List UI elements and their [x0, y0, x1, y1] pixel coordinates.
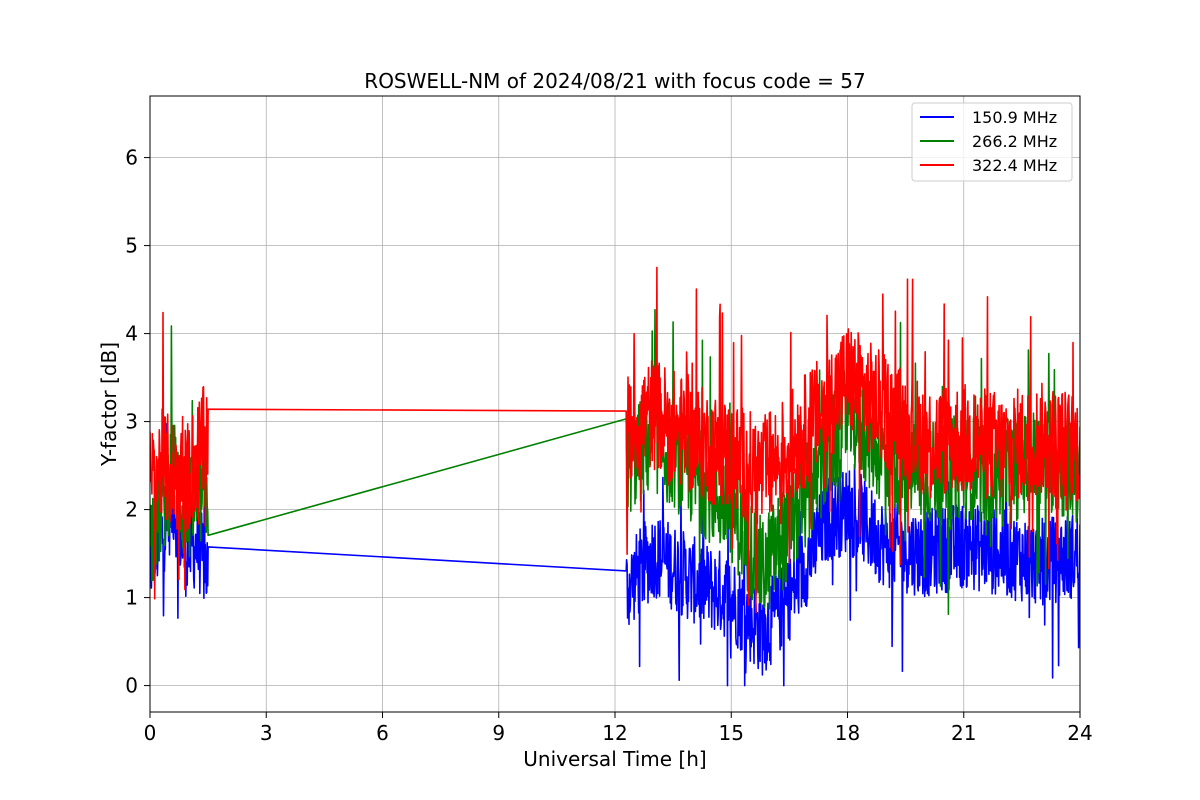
x-tick-label: 24	[1067, 721, 1092, 745]
series-layer	[150, 266, 1080, 687]
y-axis-label: Y-factor [dB]	[97, 342, 121, 467]
y-tick-label: 1	[125, 586, 138, 610]
y-tick-label: 5	[125, 234, 138, 258]
x-tick-label: 12	[602, 721, 627, 745]
y-tick-label: 0	[125, 674, 138, 698]
chart-title: ROSWELL-NM of 2024/08/21 with focus code…	[364, 69, 865, 93]
x-tick-label: 18	[835, 721, 860, 745]
legend: 150.9 MHz 266.2 MHz 322.4 MHz	[911, 102, 1073, 182]
x-tick-label: 9	[492, 721, 505, 745]
x-tick-label: 0	[144, 721, 157, 745]
legend-label: 150.9 MHz	[972, 108, 1057, 127]
x-tick-label: 6	[376, 721, 389, 745]
x-tick-label: 3	[260, 721, 273, 745]
legend-label: 322.4 MHz	[972, 156, 1057, 175]
legend-label: 266.2 MHz	[972, 132, 1057, 151]
x-axis-label: Universal Time [h]	[523, 747, 706, 771]
x-tick-label: 15	[719, 721, 744, 745]
y-tick-label: 4	[125, 322, 138, 346]
y-tick-label: 2	[125, 498, 138, 522]
y-tick-label: 6	[125, 146, 138, 170]
series-line-2	[150, 266, 1080, 614]
y-tick-label: 3	[125, 410, 138, 434]
legend-box	[911, 102, 1073, 182]
x-tick-label: 21	[951, 721, 976, 745]
